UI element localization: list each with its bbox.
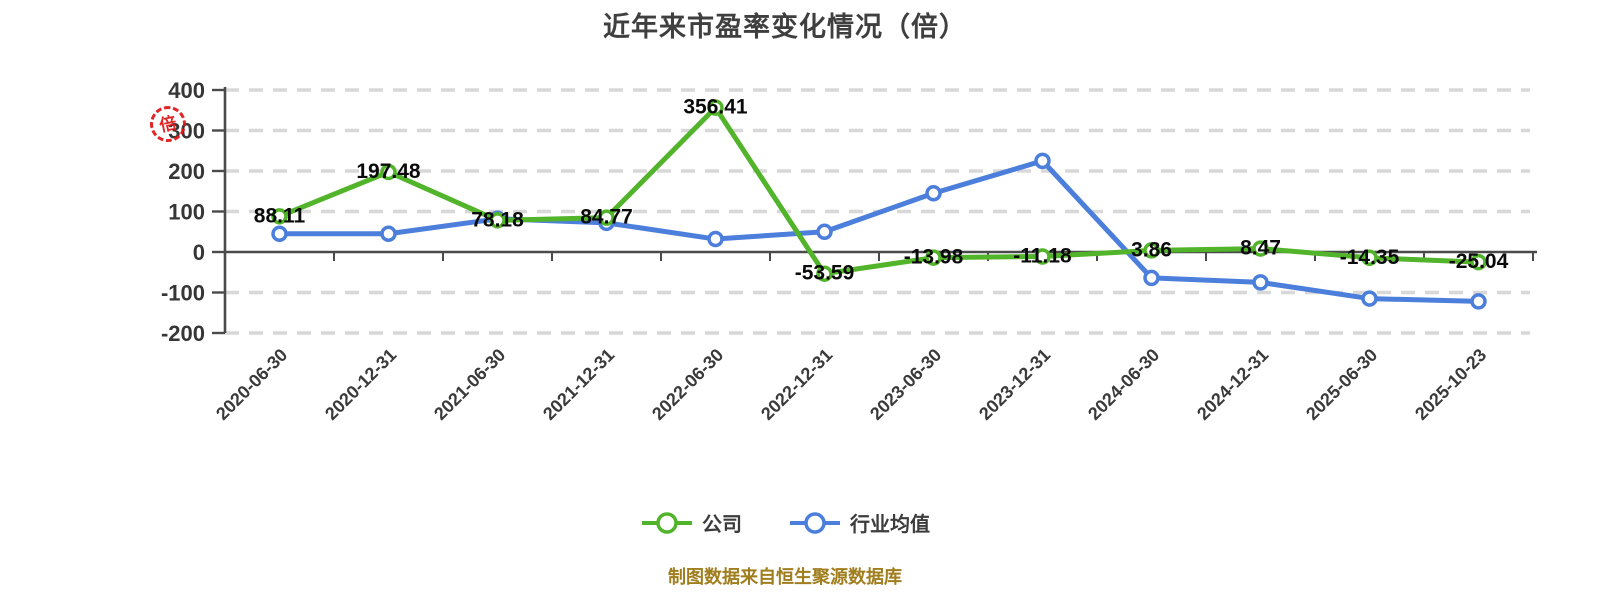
company-point (816, 265, 833, 282)
company-data-label: -14.35 (1340, 246, 1400, 269)
company-point (1143, 242, 1160, 259)
company-point (925, 249, 942, 266)
x-tick-label: 2020-12-31 (321, 345, 400, 424)
company-point (1034, 248, 1051, 265)
company-point (598, 209, 615, 226)
x-tick-label: 2023-06-30 (866, 345, 945, 424)
company-point (271, 208, 288, 225)
company-data-label: -53.59 (795, 262, 855, 285)
industry-average-point (1470, 293, 1487, 310)
company-data-label: 3.86 (1131, 238, 1172, 261)
industry-average-point (707, 230, 724, 248)
industry-series-marker-icon (790, 511, 840, 534)
legend-item-industry-average[interactable]: 行业均值 (788, 508, 930, 537)
x-tick-label: 2023-12-31 (975, 345, 1054, 424)
legend-label-company: 公司 (702, 514, 742, 536)
x-tick-label: 2021-12-31 (539, 345, 618, 424)
y-tick-label: 100 (168, 200, 205, 225)
company-point (1252, 240, 1269, 257)
industry-average-point (1361, 290, 1378, 307)
x-tick-label: 2020-06-30 (212, 345, 291, 424)
x-tick-label: 2022-12-31 (757, 345, 836, 424)
company-point (380, 163, 397, 181)
industry-average-line (277, 158, 1481, 304)
x-tick-label: 2025-06-30 (1302, 345, 1381, 424)
company-point (1361, 249, 1378, 267)
y-tick-label: -200 (161, 321, 205, 346)
industry-average-point (271, 225, 288, 243)
industry-average-point (1252, 274, 1269, 291)
industry-average-point (380, 225, 397, 243)
y-tick-label: 300 (168, 119, 205, 144)
company-point (489, 212, 506, 229)
company-data-label: 356.41 (683, 96, 748, 119)
company-data-label: 8.47 (1240, 237, 1281, 260)
legend-item-company[interactable]: 公司 (640, 508, 742, 537)
company-point (707, 99, 724, 116)
x-tick-label: 2021-06-30 (430, 345, 509, 424)
x-tick-label: 2025-10-23 (1411, 345, 1490, 424)
y-tick-label: -100 (161, 281, 205, 306)
y-tick-label: 200 (168, 159, 205, 184)
industry-average-point (1143, 269, 1160, 287)
chart-title: 近年来市盈率变化情况（倍） (603, 12, 967, 42)
company-line (277, 105, 1481, 277)
industry-average-point (816, 223, 833, 240)
y-tick-label: 0 (193, 240, 205, 265)
company-data-label: 84.77 (580, 206, 633, 229)
y-tick-label: 400 (168, 78, 205, 103)
industry-average-point (925, 185, 942, 202)
company-data-label: -13.98 (904, 246, 964, 269)
company-data-label: 78.18 (471, 208, 524, 231)
unit-stamp-text: 倍 (157, 112, 179, 136)
chart-legend: 公司 行业均值 (0, 508, 1570, 537)
company-data-label: 88.11 (254, 204, 306, 227)
company-data-label: 197.48 (356, 160, 421, 183)
industry-average-point (1034, 152, 1051, 170)
company-series-marker-icon (642, 511, 692, 534)
company-data-label: -25.04 (1449, 250, 1509, 273)
x-tick-label: 2022-06-30 (648, 345, 727, 424)
x-tick-label: 2024-12-31 (1193, 345, 1272, 424)
legend-label-industry-average: 行业均值 (850, 514, 930, 536)
company-data-label: -11.18 (1013, 245, 1072, 268)
data-source-note: 制图数据来自恒生聚源数据库 (668, 567, 902, 587)
company-point (1470, 253, 1487, 271)
x-tick-label: 2024-06-30 (1084, 345, 1163, 424)
